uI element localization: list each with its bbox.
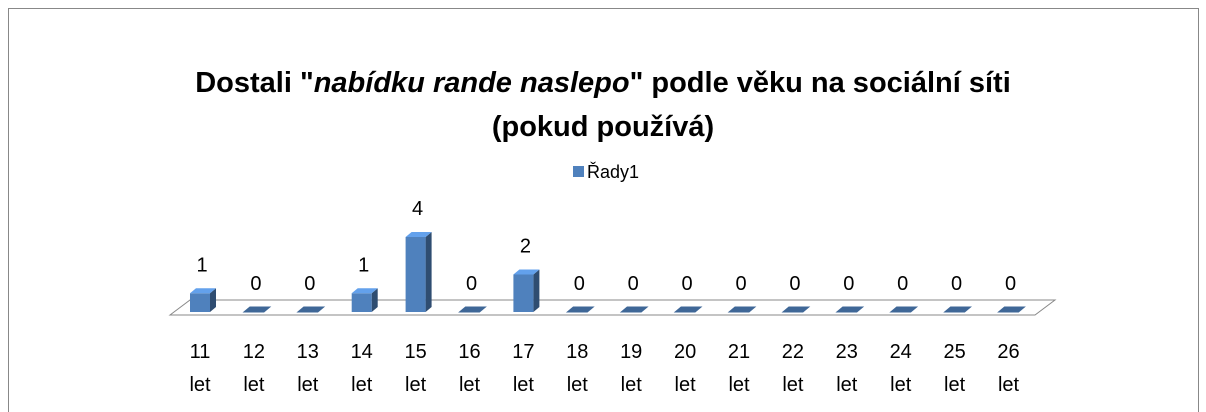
title-part: nabídku rande naslepo: [314, 67, 630, 99]
bar: [565, 306, 595, 313]
bar: [296, 306, 326, 313]
chart-title: (pokud používá): [492, 111, 714, 143]
data-label: 1: [196, 254, 207, 276]
bar-top: [458, 306, 487, 313]
bar: [458, 306, 487, 313]
bar: [351, 288, 378, 312]
bar-top: [513, 269, 540, 275]
x-tick-label: 23 let: [835, 341, 858, 396]
bar: [781, 306, 811, 313]
data-label: 0: [250, 273, 261, 295]
bar: [190, 288, 216, 312]
x-tick-label: 24 let: [889, 341, 912, 396]
data-label: 0: [466, 273, 477, 295]
bar: [997, 306, 1026, 313]
x-tick-label: 14 let: [350, 341, 373, 396]
data-label: 0: [1005, 273, 1016, 295]
data-label: 4: [412, 198, 423, 220]
floor: [168, 299, 1057, 316]
bar-side: [210, 288, 216, 312]
legend-label: Řady1: [587, 162, 639, 182]
x-tick-label: 17 let: [512, 341, 535, 396]
bar-top: [835, 306, 865, 313]
bar-top: [242, 306, 272, 313]
data-label: 0: [628, 273, 639, 295]
bar: [673, 306, 703, 313]
data-label: 0: [304, 273, 315, 295]
data-label: 0: [574, 273, 585, 295]
data-label: 1: [358, 254, 369, 276]
bar: [242, 306, 272, 313]
bar-side: [371, 288, 378, 312]
bar-front: [351, 293, 372, 312]
bar: [619, 306, 649, 313]
x-tick-label: 26 let: [997, 341, 1020, 396]
data-label: 0: [789, 273, 800, 295]
bar-top: [296, 306, 326, 313]
x-tick-label: 25 let: [943, 341, 966, 396]
bar-top: [727, 306, 757, 313]
bar-top: [781, 306, 811, 313]
title-part: " podle věku na sociální síti: [630, 67, 1011, 99]
bar-top: [565, 306, 595, 313]
bar: [727, 306, 757, 313]
bar: [889, 306, 919, 313]
x-tick-label: 19 let: [620, 341, 643, 396]
bar-side: [425, 232, 432, 312]
data-label: 0: [843, 273, 854, 295]
legend-swatch: [573, 166, 584, 177]
bar-front: [190, 293, 210, 312]
title-part: Dostali ": [195, 67, 314, 99]
data-label: 0: [897, 273, 908, 295]
bar: [405, 232, 432, 312]
bar: [835, 306, 865, 313]
data-label: 2: [520, 236, 531, 258]
data-label: 0: [735, 273, 746, 295]
bar-front: [513, 274, 534, 312]
bar: [943, 306, 972, 313]
chart-title: Dostali "nabídku rande naslepo" podle vě…: [195, 67, 1011, 99]
x-tick-label: 18 let: [566, 341, 589, 396]
x-tick-label: 15 let: [404, 341, 427, 396]
x-tick-label: 11 let: [189, 341, 211, 396]
bar-top: [889, 306, 919, 313]
x-tick-label: 21 let: [727, 341, 751, 396]
bar-top: [619, 306, 649, 313]
bar-top: [943, 306, 972, 313]
chart-border: [8, 8, 1199, 412]
x-tick-label: 16 let: [458, 341, 481, 396]
x-tick-label: 13 let: [296, 341, 319, 396]
x-tick-label: 20 let: [673, 341, 697, 396]
bar-top: [190, 288, 216, 294]
bar-top: [673, 306, 703, 313]
bar-front: [405, 237, 426, 312]
bar-top: [405, 232, 432, 237]
bar-side: [533, 269, 540, 312]
bar-top: [351, 288, 378, 294]
x-tick-label: 22 let: [781, 341, 805, 396]
bar-top: [997, 306, 1026, 313]
x-tick-label: 12 let: [242, 341, 266, 396]
data-label: 0: [951, 273, 962, 295]
bar: [513, 269, 540, 312]
data-label: 0: [682, 273, 693, 295]
